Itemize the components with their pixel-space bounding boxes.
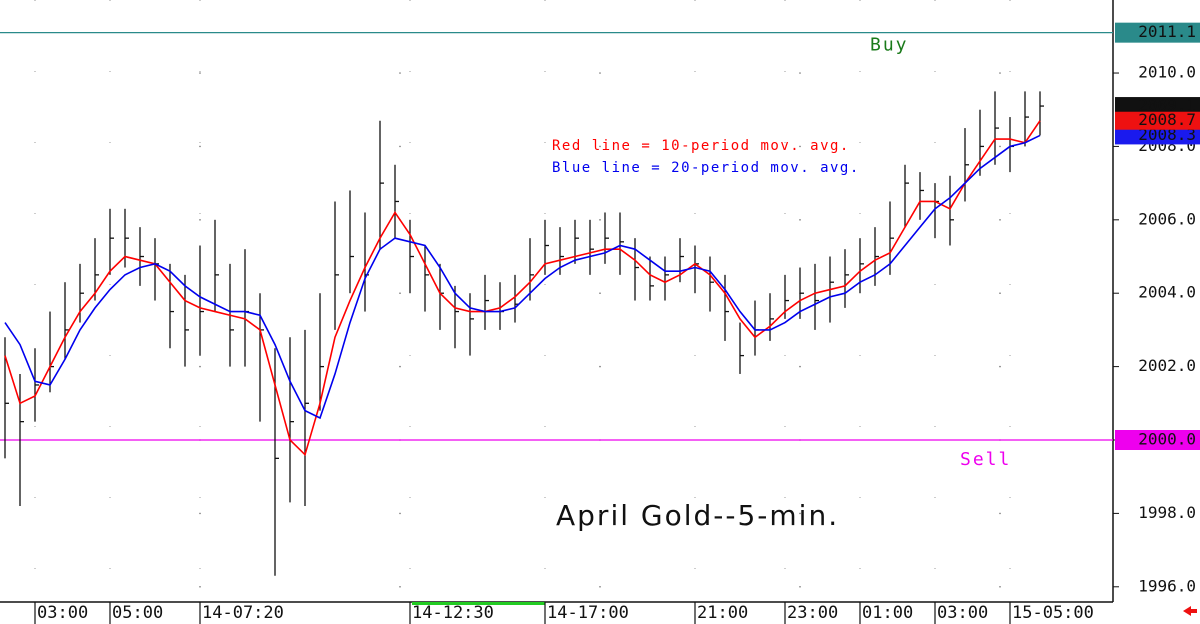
grid-dot	[999, 145, 1001, 148]
y-tick-label: 1996.0	[1138, 576, 1196, 595]
grid-dot	[199, 585, 201, 588]
grid-dot	[799, 72, 801, 74]
level-tag	[1115, 22, 1200, 43]
x-tick-label: 01:00	[862, 603, 913, 623]
grid-dot	[399, 145, 401, 148]
grid-dot	[999, 219, 1001, 221]
grid-dot	[199, 145, 201, 148]
y-tick-label: 2010.0	[1138, 63, 1196, 82]
grid-dot	[599, 512, 601, 515]
price-tag	[1115, 97, 1200, 116]
moving-average-line	[4, 134, 1041, 420]
grid-dot	[799, 219, 801, 221]
level-tag	[1115, 430, 1200, 450]
grid-dot	[399, 292, 401, 295]
price-tag	[1115, 126, 1200, 145]
grid-dot	[999, 292, 1001, 295]
grid-dot	[999, 585, 1001, 588]
level-name: Buy	[870, 35, 909, 56]
level-tag-label: 2011.1	[1138, 22, 1196, 41]
grid-dot	[999, 365, 1001, 368]
grid-dot	[599, 292, 601, 295]
level-tag-label: 2000.0	[1138, 430, 1196, 449]
grid-dot	[599, 145, 601, 148]
x-tick-label: 15-05:00	[1012, 603, 1094, 623]
scroll-arrow[interactable]	[1183, 606, 1197, 616]
grid-dot	[199, 72, 201, 74]
x-tick-label: 03:00	[37, 603, 88, 623]
grid-dot	[799, 585, 801, 588]
price-tag	[1115, 111, 1200, 130]
y-tick-label: 2006.0	[1138, 209, 1196, 228]
grid-dot	[599, 585, 601, 588]
x-tick-label: 23:00	[787, 603, 838, 623]
chart-title: April Gold--5-min.	[556, 499, 839, 532]
x-tick-label: 05:00	[112, 603, 163, 623]
price-tag-label: 2008.7	[1138, 110, 1196, 129]
grid-dot	[799, 365, 801, 368]
price-tag-label: 2009.1	[1138, 96, 1196, 115]
grid-dot	[799, 145, 801, 148]
grid-dot	[399, 365, 401, 368]
grid-dot	[199, 512, 201, 515]
x-tick-label: 03:00	[937, 603, 988, 623]
x-tick-label: 14-17:00	[547, 603, 629, 623]
grid-dot	[199, 219, 201, 221]
grid-dot	[799, 512, 801, 515]
x-tick-label: 14-07:20	[202, 603, 284, 623]
x-tick-label: 14-12:30	[412, 603, 494, 623]
grid-dot	[999, 512, 1001, 515]
y-tick-label: 2002.0	[1138, 356, 1196, 375]
level-name: Sell	[960, 449, 1011, 470]
grid-dot	[599, 72, 601, 74]
y-tick-label: 1998.0	[1138, 503, 1196, 522]
grid-dot	[399, 72, 401, 74]
y-tick-label: 2004.0	[1138, 283, 1196, 302]
grid-dot	[599, 365, 601, 368]
grid-dot	[199, 365, 201, 368]
grid-dot	[399, 512, 401, 515]
grid-dot	[999, 72, 1001, 74]
legend-entry: Blue line = 20-period mov. avg.	[552, 160, 860, 176]
x-tick-label: 21:00	[697, 603, 748, 623]
moving-average-line	[4, 120, 1041, 457]
grid-dot	[399, 585, 401, 588]
session-marker	[412, 602, 545, 605]
grid-dot	[599, 219, 601, 221]
legend-entry: Red line = 10-period mov. avg.	[552, 138, 850, 154]
